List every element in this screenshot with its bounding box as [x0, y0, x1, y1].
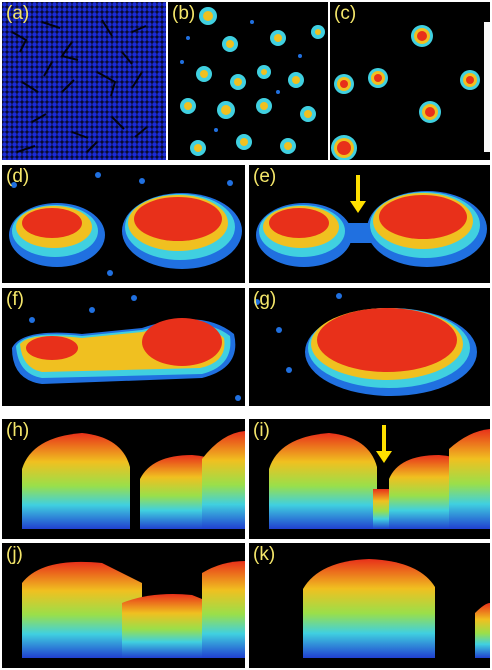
- 3d-coalescence-image: [269, 425, 490, 529]
- panel-label: (f): [6, 289, 24, 310]
- panel-label: (b): [172, 3, 196, 24]
- island-ripening-image: [331, 22, 490, 160]
- panel-e: (e): [249, 165, 490, 283]
- 3d-relaxed-image: [303, 559, 490, 658]
- panel-d: (d): [2, 165, 245, 283]
- panel-c: (c): [330, 2, 490, 160]
- 3d-islands-image: [22, 431, 245, 529]
- panel-label: (i): [253, 420, 270, 441]
- panel-label: (j): [6, 544, 23, 565]
- panel-label: (d): [6, 166, 30, 187]
- panel-label: (e): [253, 166, 277, 187]
- panel-a: (a): [2, 2, 166, 160]
- panel-g: (g): [249, 288, 490, 406]
- panel-label: (g): [253, 289, 277, 310]
- panel-b: (b): [168, 2, 328, 160]
- merged-island-image: [12, 295, 241, 401]
- panel-label: (h): [6, 420, 30, 441]
- panel-i: (i): [249, 419, 490, 539]
- panel-f: (f): [2, 288, 245, 406]
- 3d-merged-image: [22, 561, 245, 658]
- panel-label: (c): [334, 3, 357, 24]
- arrow-icon: [350, 175, 366, 213]
- island-coalescence-image: [256, 175, 487, 267]
- panel-h: (h): [2, 419, 245, 539]
- panel-label: (a): [6, 3, 30, 24]
- islands: [180, 7, 325, 156]
- arrow-icon: [376, 425, 392, 463]
- two-islands-image: [9, 172, 242, 276]
- panel-j: (j): [2, 543, 245, 668]
- panel-label: (k): [253, 544, 276, 565]
- relaxed-island-image: [254, 293, 477, 396]
- monolayer-image: [2, 2, 166, 160]
- panel-k: (k): [249, 543, 490, 668]
- island-nucleation-image: [180, 7, 325, 156]
